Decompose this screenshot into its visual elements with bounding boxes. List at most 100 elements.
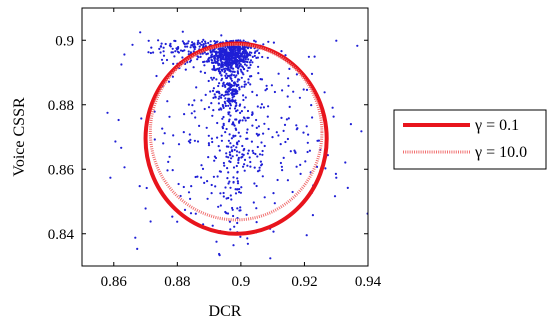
scatter-point-1276 <box>189 212 193 215</box>
scatter-point-448 <box>212 61 215 64</box>
scatter-point-983 <box>216 175 219 178</box>
scatter-point-667 <box>231 59 234 63</box>
scatter-point-562 <box>235 74 238 77</box>
scatter-point-1197 <box>243 117 246 120</box>
scatter-point-958 <box>207 156 210 159</box>
scatter-point-1243 <box>243 158 247 161</box>
scatter-point-468 <box>217 47 220 50</box>
scatter-point-1146 <box>236 182 240 185</box>
scatter-point-1156 <box>228 133 231 136</box>
scatter-point-878 <box>173 39 176 42</box>
scatter-point-1134 <box>207 142 210 145</box>
scatter-point-619 <box>217 97 220 100</box>
scatter-point-963 <box>106 111 109 114</box>
scatter-point-1007 <box>123 166 126 169</box>
scatter-point-542 <box>242 73 245 76</box>
scatter-point-920 <box>286 179 289 182</box>
scatter-point-971 <box>246 237 249 240</box>
scatter-point-1249 <box>242 165 245 168</box>
scatter-point-1132 <box>210 183 213 187</box>
scatter-point-1075 <box>294 151 297 154</box>
scatter-point-665 <box>229 69 232 72</box>
scatter-point-974 <box>229 104 232 107</box>
scatter-point-616 <box>217 84 220 88</box>
scatter-point-644 <box>249 83 252 86</box>
scatter-point-1109 <box>237 140 240 143</box>
scatter-point-1095 <box>282 156 285 159</box>
scatter-point-779 <box>150 46 153 49</box>
scatter-point-1345 <box>157 39 160 42</box>
scatter-point-1117 <box>202 38 205 42</box>
scatter-point-1214 <box>230 157 233 160</box>
scatter-point-1222 <box>246 116 249 119</box>
scatter-point-924 <box>287 84 290 87</box>
scatter-point-1346 <box>148 293 150 295</box>
scatter-point-1242 <box>233 82 236 85</box>
scatter-point-1150 <box>245 137 248 140</box>
scatter-point-1142 <box>232 144 235 147</box>
scatter-point-863 <box>171 47 174 50</box>
scatter-point-640 <box>222 106 225 109</box>
scatter-point-1259 <box>229 160 232 164</box>
scatter-point-1294 <box>207 79 210 83</box>
scatter-point-669 <box>214 95 217 98</box>
scatter-point-256 <box>249 46 253 50</box>
scatter-point-1226 <box>233 225 236 228</box>
scatter-point-859 <box>182 41 185 45</box>
scatter-point-1034 <box>262 132 265 135</box>
scatter-point-1108 <box>255 126 258 129</box>
scatter-point-770 <box>204 40 207 43</box>
scatter-point-1263 <box>267 40 270 43</box>
scatter-point-950 <box>216 136 219 139</box>
scatter-point-1303 <box>292 90 295 93</box>
scatter-point-810 <box>218 53 221 57</box>
scatter-point-1207 <box>239 206 242 209</box>
scatter-point-899 <box>252 201 255 204</box>
scatter-point-976 <box>249 165 252 168</box>
scatter-point-1338 <box>139 31 142 34</box>
scatter-point-1019 <box>233 100 236 103</box>
scatter-point-932 <box>260 141 263 144</box>
scatter-point-1147 <box>246 164 249 167</box>
scatter-point-967 <box>250 140 253 143</box>
scatter-point-1189 <box>221 117 224 120</box>
scatter-point-1040 <box>172 134 175 137</box>
scatter-point-615 <box>238 61 241 64</box>
scatter-point-1175 <box>243 169 246 172</box>
scatter-point-309 <box>250 51 253 54</box>
scatter-point-493 <box>245 51 248 54</box>
scatter-point-1253 <box>243 163 246 166</box>
scatter-point-918 <box>248 156 251 159</box>
scatter-point-1015 <box>210 76 213 79</box>
scatter-point-914 <box>191 104 194 107</box>
scatter-point-1011 <box>219 192 222 195</box>
scatter-point-1290 <box>209 280 211 282</box>
scatter-point-426 <box>238 57 241 61</box>
scatter-point-1031 <box>252 151 255 155</box>
scatter-point-1269 <box>194 116 197 119</box>
scatter-point-875 <box>181 30 184 33</box>
scatter-point-655 <box>217 102 220 105</box>
scatter-point-1051 <box>162 142 165 145</box>
scatter-point-1027 <box>177 182 180 186</box>
scatter-point-1047 <box>305 88 309 91</box>
scatter-point-683 <box>226 67 230 71</box>
scatter-point-1161 <box>232 214 235 218</box>
scatter-point-1076 <box>229 228 232 231</box>
scatter-point-369 <box>213 54 216 58</box>
scatter-point-279 <box>205 60 208 63</box>
scatter-point-871 <box>242 67 245 71</box>
scatter-point-722 <box>233 92 236 95</box>
scatter-point-1287 <box>216 273 218 275</box>
scatter-point-1230 <box>246 242 249 245</box>
scatter-point-677 <box>212 66 216 69</box>
scatter-point-786 <box>181 56 184 59</box>
scatter-point-1131 <box>251 90 254 93</box>
scatter-point-1070 <box>243 85 246 88</box>
scatter-point-1292 <box>262 106 265 109</box>
scatter-point-966 <box>182 131 185 134</box>
scatter-point-1293 <box>166 100 169 103</box>
scatter-point-1340 <box>305 125 308 128</box>
scatter-point-719 <box>228 88 231 91</box>
scatter-point-528 <box>220 34 223 37</box>
